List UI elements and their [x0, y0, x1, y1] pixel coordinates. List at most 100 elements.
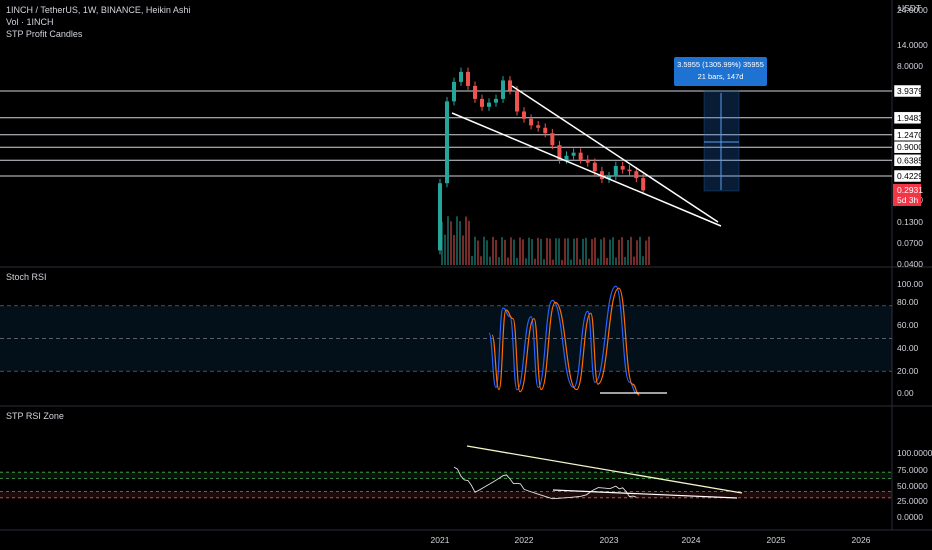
candle[interactable]	[620, 165, 625, 170]
volume-legend[interactable]: Vol · 1INCH	[6, 17, 54, 27]
volume-bar	[516, 257, 518, 265]
stoch-axis-tick: 40.00	[897, 343, 919, 353]
candle[interactable]	[438, 183, 442, 251]
stoch-rsi-title[interactable]: Stoch RSI	[6, 272, 47, 282]
price-level-tag-bg	[893, 128, 922, 142]
candle[interactable]	[529, 118, 534, 126]
stp-rsi-pane[interactable]	[0, 445, 892, 500]
candle[interactable]	[599, 171, 604, 180]
time-axis-tick: 2024	[682, 535, 701, 545]
volume-bar	[462, 235, 464, 265]
candle[interactable]	[585, 159, 590, 163]
volume-bar	[492, 236, 494, 265]
volume-bar	[480, 256, 482, 265]
volume-bar	[549, 238, 551, 265]
volume-bar	[468, 220, 470, 265]
candle[interactable]	[487, 102, 491, 107]
candle[interactable]	[557, 145, 562, 160]
volume-bar	[444, 234, 446, 265]
volume-bar	[648, 236, 650, 265]
volume-bar	[585, 237, 587, 265]
candle[interactable]	[501, 80, 505, 99]
candle[interactable]	[627, 169, 632, 172]
volume-bar	[630, 236, 632, 265]
volume-bar	[597, 258, 599, 265]
current-price-countdown: 5d 3h	[897, 195, 919, 205]
stoch-d-line[interactable]	[491, 287, 640, 396]
symbol-title[interactable]: 1INCH / TetherUS, 1W, BINANCE, Heikin As…	[6, 5, 191, 15]
volume-bar	[543, 259, 545, 265]
volume-bar	[489, 256, 491, 265]
candle[interactable]	[459, 71, 463, 82]
volume-bar	[606, 257, 608, 265]
candle[interactable]	[607, 176, 611, 180]
stp-rsi-support[interactable]	[552, 489, 738, 499]
candle[interactable]	[592, 162, 597, 172]
volume-bar	[624, 257, 626, 265]
volume-bar	[600, 239, 602, 265]
volume-bar	[453, 235, 455, 265]
candle[interactable]	[641, 178, 646, 191]
candle[interactable]	[536, 125, 541, 128]
stoch-k-line[interactable]	[488, 285, 637, 394]
candle[interactable]	[578, 152, 583, 160]
stoch-axis-tick: 20.00	[897, 366, 919, 376]
candle[interactable]	[508, 80, 512, 91]
price-level-tag-bg	[893, 169, 922, 183]
price-level-tag: 1.2470	[893, 128, 923, 142]
candle[interactable]	[466, 71, 470, 86]
candle[interactable]	[452, 81, 456, 102]
price-level-tag-bg	[893, 84, 922, 98]
stoch-rsi-pane[interactable]	[0, 285, 892, 396]
candle[interactable]	[473, 85, 477, 99]
volume-bar	[519, 237, 521, 265]
stp-red-zone	[0, 491, 892, 498]
candle[interactable]	[543, 127, 548, 134]
price-level-tag: 0.4229	[893, 169, 923, 183]
volume-bar	[498, 257, 500, 265]
candle[interactable]	[613, 165, 618, 177]
volume-bar	[510, 237, 512, 265]
candle[interactable]	[634, 171, 639, 179]
indicator-legend[interactable]: STP Profit Candles	[6, 29, 83, 39]
wedge-lower-trendline[interactable]	[451, 112, 722, 227]
candle[interactable]	[522, 111, 526, 119]
candle[interactable]	[494, 98, 498, 103]
volume-bar	[615, 257, 617, 265]
volume-bar	[513, 239, 515, 265]
volume-bar	[582, 238, 584, 265]
volume-bar	[504, 239, 506, 265]
candle[interactable]	[564, 155, 569, 160]
stoch-axis-tick: 100.00	[897, 279, 923, 289]
volume-bar	[474, 236, 476, 265]
candle[interactable]	[515, 90, 519, 112]
volume-bar	[456, 216, 458, 265]
candle[interactable]	[571, 152, 576, 156]
price-level-tag: 1.9483	[893, 111, 923, 125]
volume-bar	[534, 258, 536, 265]
stp-rsi-line[interactable]	[453, 466, 637, 500]
time-axis-tick: 2026	[852, 535, 871, 545]
price-axis-tick: 0.1300	[897, 217, 923, 227]
volume-bar	[540, 238, 542, 265]
price-axis-tick: 8.0000	[897, 61, 923, 71]
volume-bar	[642, 256, 644, 265]
volume-bar	[477, 240, 479, 265]
volume-bar	[552, 259, 554, 265]
price-level-tag-bg	[893, 140, 922, 154]
candle[interactable]	[550, 133, 555, 146]
volume-bar	[639, 236, 641, 265]
volume-bar	[636, 240, 638, 265]
volume-bar	[531, 239, 533, 265]
wedge-upper-trendline[interactable]	[511, 85, 719, 223]
candle[interactable]	[480, 98, 484, 107]
price-level-tag-bg	[893, 154, 922, 167]
price-axis-tick: 0.0400	[897, 259, 923, 269]
stp-rsi-title[interactable]: STP RSI Zone	[6, 411, 64, 421]
stp-rsi-resistance[interactable]	[466, 445, 743, 494]
volume-bar	[525, 258, 527, 265]
volume-bar	[588, 258, 590, 265]
price-pane[interactable]	[0, 67, 892, 265]
candle[interactable]	[445, 101, 449, 184]
